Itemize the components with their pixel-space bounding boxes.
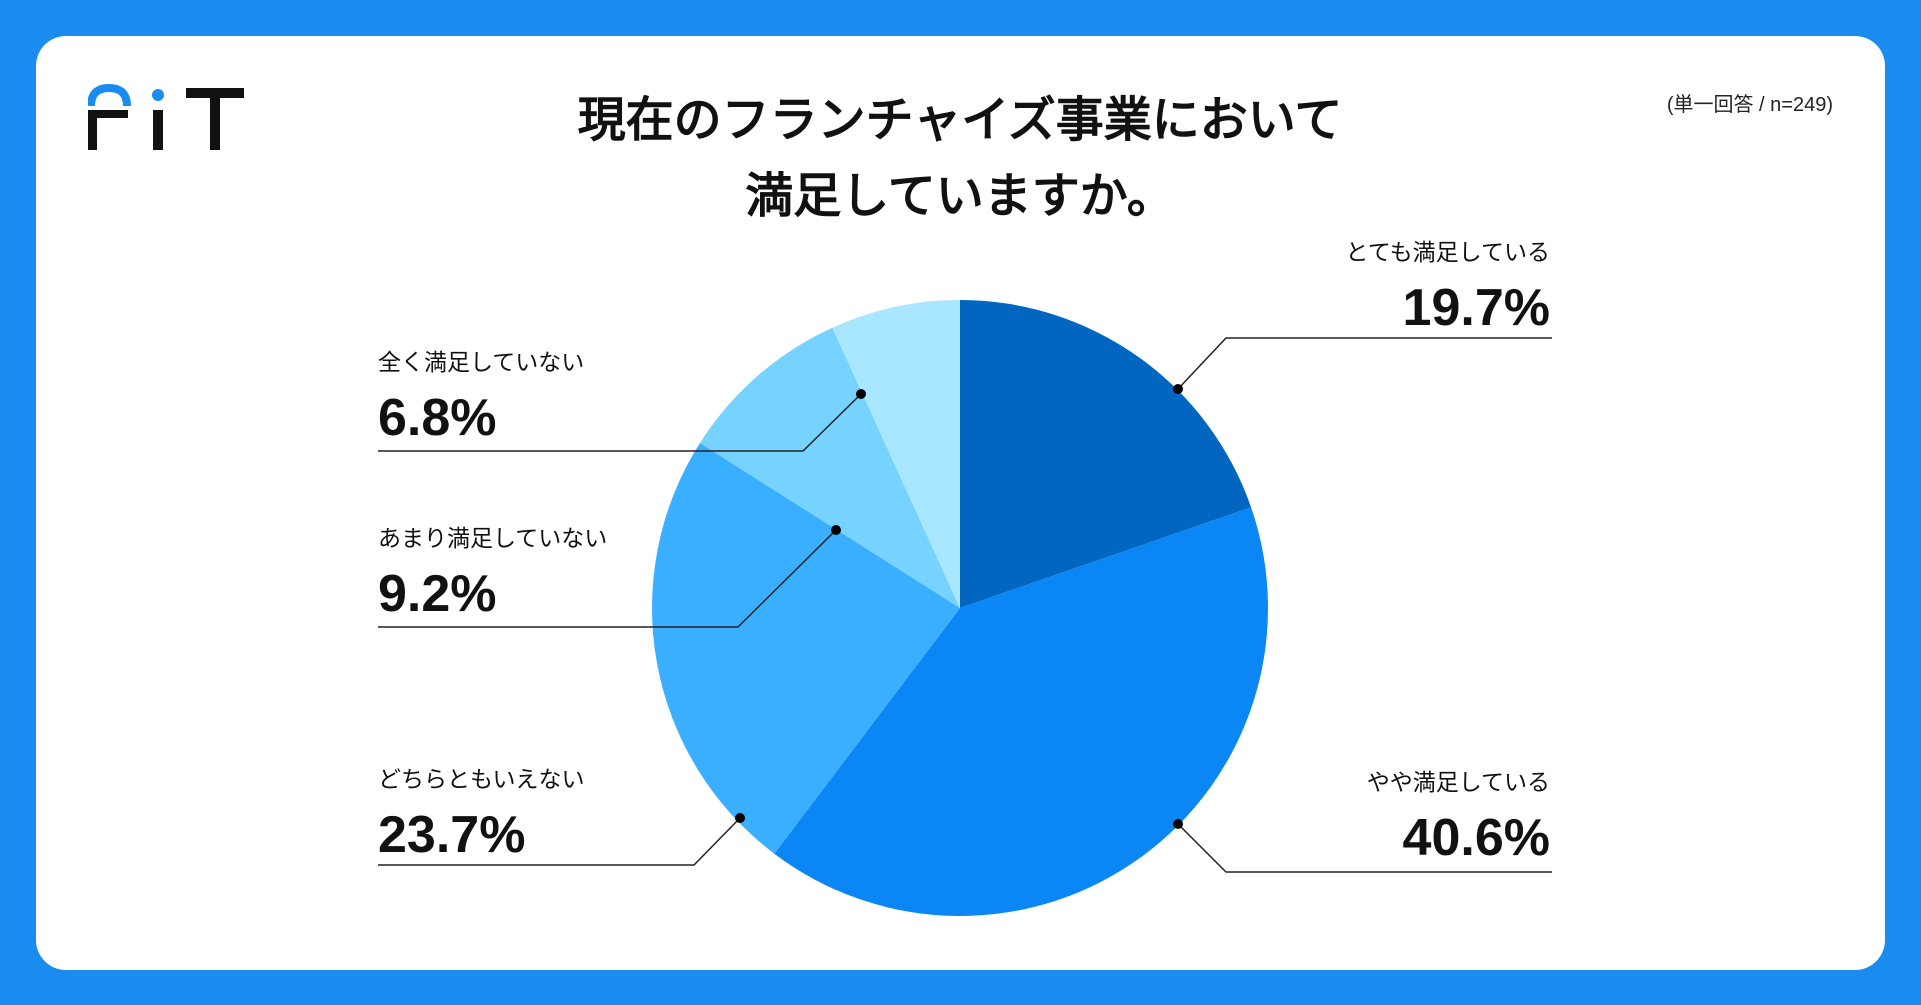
- slice-value-label-4: 9.2%: [378, 565, 497, 623]
- slice-category-label-5: 全く満足していない: [378, 350, 584, 376]
- pie-slice-2: [774, 507, 1268, 916]
- leader-line-3: [378, 817, 741, 866]
- slice-value-label-5: 6.8%: [378, 389, 497, 447]
- logo-f-stem: [88, 110, 97, 150]
- logo-t-stem: [210, 88, 220, 150]
- leader-line-2: [1177, 823, 1552, 873]
- slice-category-label-1: とても満足している: [1346, 240, 1550, 266]
- leader-dot-2: [1173, 819, 1183, 829]
- pie-slice-3: [652, 442, 960, 854]
- title-line-1: 現在のフランチャイズ事業において: [577, 92, 1343, 148]
- leader-line-4: [378, 529, 837, 628]
- leader-line-5: [378, 393, 862, 452]
- slice-labels: とても満足している 19.7% やや満足している 40.6% どちらともいえない 23.7…: [378, 240, 1550, 867]
- slice-category-label-3: どちらともいえない: [378, 767, 585, 793]
- leader-lines: [378, 337, 1552, 873]
- slice-value-label-3: 23.7%: [378, 806, 525, 864]
- leader-dot-5: [856, 389, 866, 399]
- leader-line-1: [1177, 337, 1552, 390]
- pie-slice-1: [960, 300, 1252, 608]
- logo-f-bar: [88, 110, 128, 118]
- leader-dot-1: [1173, 384, 1183, 394]
- logo-f-arc: [88, 84, 131, 107]
- pie-slice-4: [699, 327, 960, 608]
- fit-logo: [88, 84, 244, 150]
- pie-slices: [652, 300, 1268, 916]
- slice-category-label-2: やや満足している: [1367, 770, 1550, 796]
- pie-slice-5: [832, 300, 960, 608]
- logo-i-stem: [153, 110, 163, 150]
- slice-value-label-1: 19.7%: [1403, 279, 1550, 337]
- logo-i-dot: [152, 89, 164, 101]
- slice-value-label-2: 40.6%: [1403, 809, 1550, 867]
- page-title: 現在のフランチャイズ事業において 満足していますか。: [400, 82, 1520, 234]
- slice-category-label-4: あまり満足していない: [378, 526, 607, 552]
- leader-dot-4: [831, 525, 841, 535]
- sample-note: (単一回答 / n=249): [1666, 94, 1833, 116]
- leader-dot-3: [735, 813, 745, 823]
- title-line-2: 満足していますか。: [745, 168, 1175, 224]
